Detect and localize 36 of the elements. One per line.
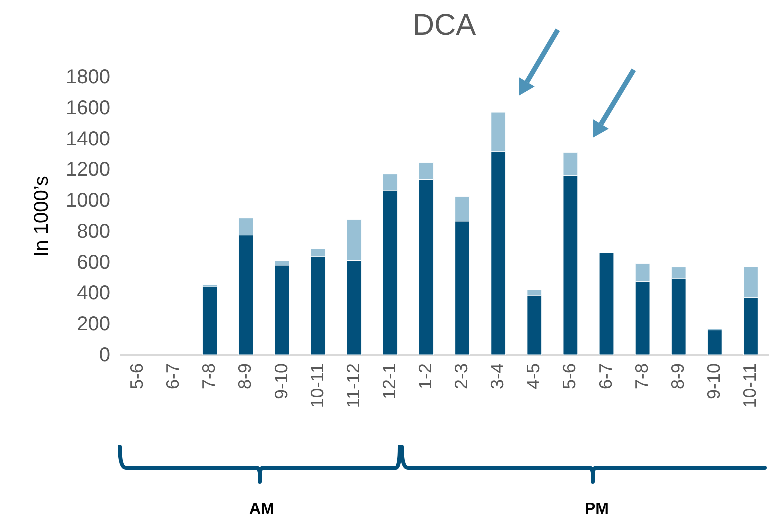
y-tick-label: 400 [77, 282, 110, 305]
x-tick-label: 8-9 [668, 364, 688, 390]
y-tick-label: 1200 [66, 159, 110, 182]
x-tick-label: 10-11 [307, 364, 328, 408]
x-tick-label: 12-1 [379, 364, 400, 400]
x-tick-label: 6-7 [163, 364, 184, 390]
x-tick-label: 9-10 [704, 364, 724, 400]
y-tick-label: 1600 [66, 97, 110, 120]
x-tick-label: 11-12 [343, 364, 364, 408]
x-tick-label: 5-6 [127, 364, 148, 390]
y-tick-label: 600 [77, 252, 110, 274]
x-tick-label: 5-6 [560, 364, 580, 390]
x-tick-label: 4-5 [524, 364, 544, 390]
x-tick-label: 7-8 [199, 364, 220, 390]
chart-title: DCA [412, 9, 476, 42]
bar [202, 286, 218, 356]
x-tick-label: 1-2 [415, 364, 436, 390]
y-tick-label: 1400 [66, 128, 110, 150]
y-axis-title: In 1000’s [31, 176, 54, 257]
text: AM [250, 501, 274, 518]
x-tick-label: 10-11 [740, 364, 760, 408]
y-tick-label: 200 [77, 314, 110, 336]
x-tick-label: 6-7 [596, 364, 616, 390]
x-tick-label: 2-3 [452, 364, 472, 390]
y-tick-label: 1800 [66, 66, 110, 88]
y-tick-label: 1000 [66, 190, 110, 212]
y-tick-label: 800 [77, 220, 110, 243]
text: PM [585, 501, 609, 518]
x-tick-label: 9-10 [271, 364, 292, 400]
bar [274, 265, 290, 356]
x-tick-label: 8-9 [235, 364, 256, 390]
bar [707, 330, 722, 356]
x-tick-label: 3-4 [488, 364, 508, 390]
x-tick-label: 7-8 [632, 364, 652, 390]
y-tick-label: 0 [99, 344, 110, 366]
bar [599, 252, 614, 356]
